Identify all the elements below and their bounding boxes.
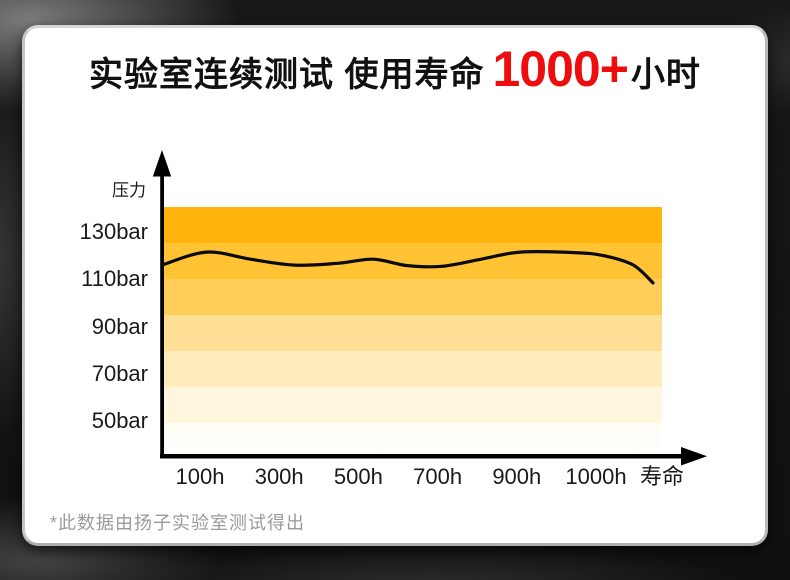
title-highlight: 1000+ [492, 41, 629, 97]
x-tick-label: 100h [175, 464, 225, 489]
y-tick-label: 130bar [79, 219, 148, 244]
chart-band [164, 315, 662, 351]
x-axis-end-label: 寿命 [639, 464, 684, 489]
chart-band [164, 207, 662, 243]
x-tick-label: 700h [413, 464, 463, 489]
y-axis-title: 压力 [112, 181, 146, 200]
x-tick-label: 300h [254, 464, 304, 489]
title-suffix: 小时 [630, 56, 701, 94]
x-tick-label: 500h [333, 464, 383, 489]
chart-band [164, 387, 662, 423]
up-arrowhead-icon [152, 150, 172, 177]
chart-band [164, 351, 662, 387]
right-arrowhead-icon [681, 447, 707, 466]
y-tick-label: 90bar [91, 313, 148, 339]
y-tick-label: 110bar [81, 266, 148, 292]
x-tick-label: 1000h [565, 464, 627, 489]
x-tick-label: 900h [492, 464, 542, 489]
title-prefix: 实验室连续测试 使用寿命 [89, 56, 485, 94]
chart-band-area [164, 207, 662, 456]
footnote: *此数据由扬子实验室测试得出 [50, 513, 306, 533]
y-tick-label: 50bar [91, 408, 148, 434]
y-tick-label: 70bar [91, 360, 148, 386]
chart-band [164, 243, 662, 279]
chart-band [164, 279, 662, 315]
chart-band [164, 423, 662, 456]
page-title: 实验室连续测试 使用寿命 1000+ 小时 [0, 40, 790, 98]
